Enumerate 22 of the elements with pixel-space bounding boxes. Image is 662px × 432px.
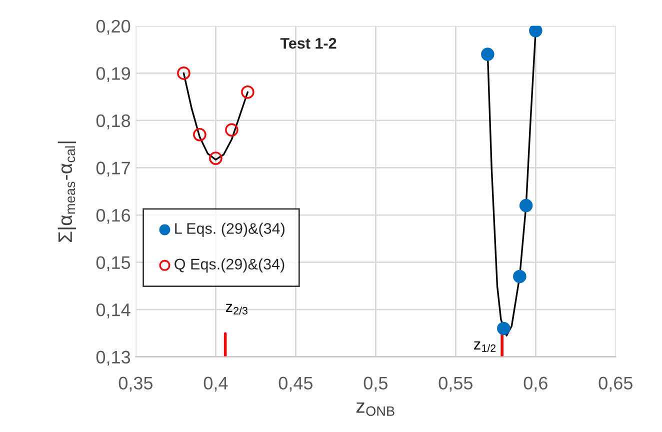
y-tick-label: 0,19 <box>96 67 130 82</box>
x-tick-label: 0,65 <box>598 376 632 392</box>
y-tick-label: 0,16 <box>96 208 130 224</box>
x-tick-label: 0,6 <box>524 376 548 392</box>
ref-line-label: z$_{1/2}$ <box>474 341 496 352</box>
x-tick-label: 0,55 <box>438 376 472 392</box>
y-tick-label: 0,18 <box>96 114 130 130</box>
y-tick-label: 0,15 <box>96 256 130 272</box>
legend-label: Q Eqs.(29)&(34) <box>174 258 284 273</box>
y-tick-label: 0,13 <box>96 350 130 366</box>
text: Test 1-2 <box>280 38 336 49</box>
y-tick-label: 0,20 <box>96 20 130 35</box>
x-axis-title: z$_{ONB}$ <box>356 402 394 416</box>
x-tick-label: 0,45 <box>278 376 313 392</box>
y-tick-label: 0,14 <box>96 303 130 318</box>
x-tick-label: 0,5 <box>364 376 388 392</box>
y-tick-label: 0,17 <box>96 162 130 177</box>
y-axis-title: Σ|α$_{meas}$-α$_{cal}$| <box>58 142 76 242</box>
x-tick-label: 0,35 <box>118 376 153 392</box>
ref-line-label: z$_{2/3}$ <box>226 304 248 314</box>
legend-label: L Eqs. (29)&(34) <box>175 222 284 237</box>
x-tick-label: 0,4 <box>204 376 228 392</box>
